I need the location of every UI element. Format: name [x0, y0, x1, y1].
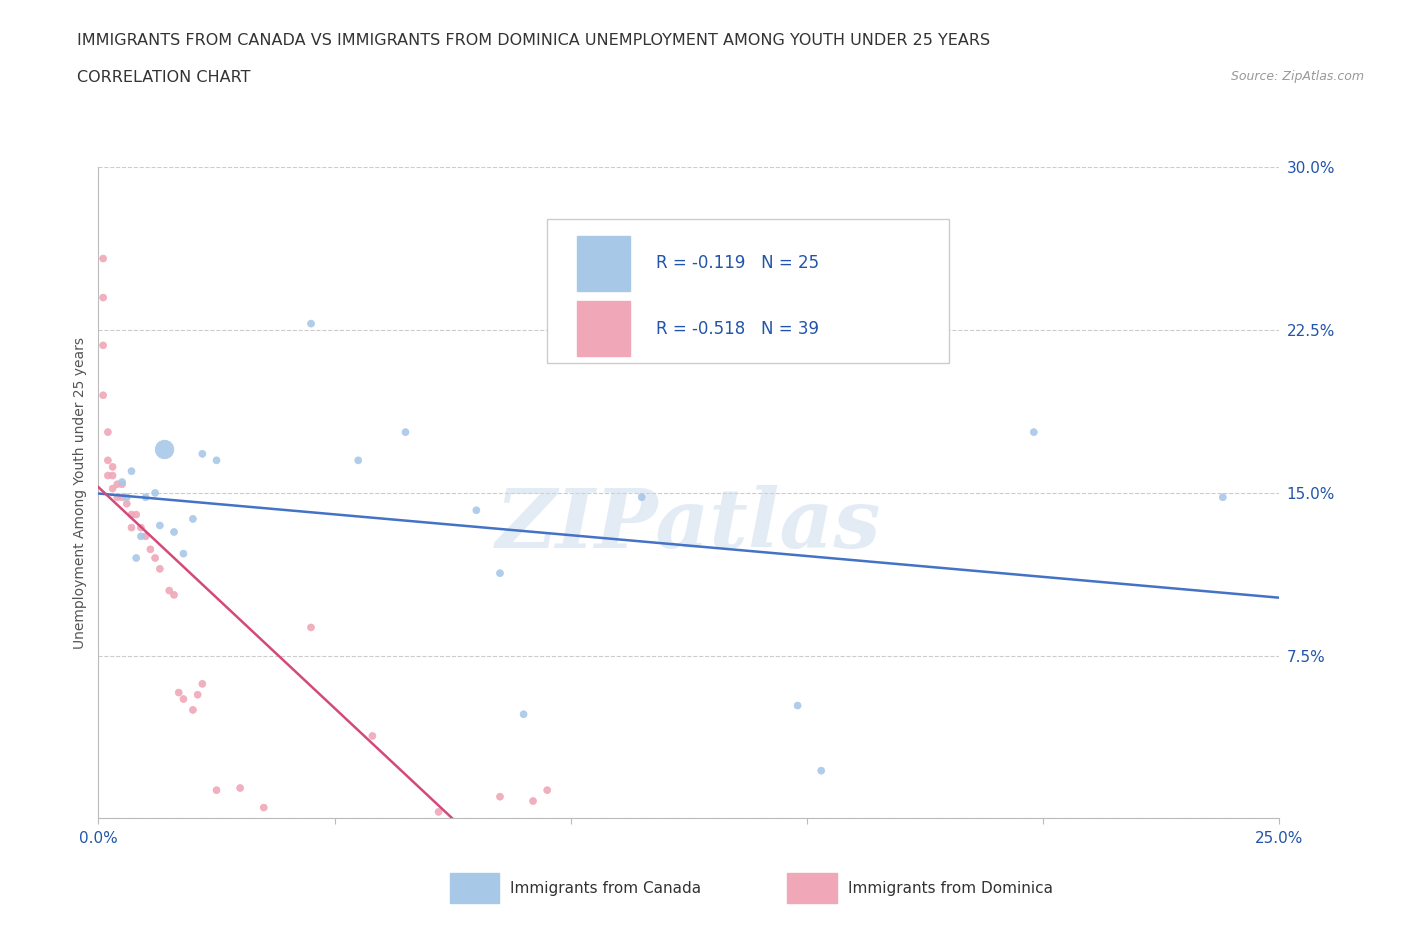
Point: [253, 800, 276, 815]
Point: [347, 453, 370, 468]
Y-axis label: Unemployment Among Youth under 25 years: Unemployment Among Youth under 25 years: [73, 337, 87, 649]
Text: R = -0.119   N = 25: R = -0.119 N = 25: [655, 255, 820, 272]
Point: [427, 804, 450, 819]
Point: [115, 490, 138, 505]
Text: ZIPatlas: ZIPatlas: [496, 485, 882, 565]
Point: [101, 481, 124, 496]
Point: [187, 687, 209, 702]
Bar: [576, 301, 630, 356]
Point: [111, 477, 134, 492]
Point: [299, 620, 322, 635]
Point: [97, 453, 120, 468]
FancyBboxPatch shape: [547, 219, 949, 363]
Text: Immigrants from Dominica: Immigrants from Dominica: [848, 881, 1053, 896]
Point: [157, 583, 180, 598]
Point: [91, 388, 114, 403]
Text: Source: ZipAtlas.com: Source: ZipAtlas.com: [1230, 70, 1364, 83]
Point: [172, 692, 194, 707]
Point: [105, 490, 128, 505]
Point: [172, 546, 194, 561]
Point: [512, 707, 534, 722]
Point: [191, 676, 214, 691]
Point: [191, 446, 214, 461]
Point: [630, 490, 652, 505]
Point: [1212, 490, 1234, 505]
Point: [97, 468, 120, 483]
Point: [91, 338, 114, 352]
Point: [361, 728, 384, 743]
Point: [810, 764, 832, 778]
Point: [786, 698, 808, 713]
Point: [111, 490, 134, 505]
Point: [181, 512, 204, 526]
Bar: [576, 236, 630, 291]
Point: [163, 525, 186, 539]
Point: [135, 490, 157, 505]
Point: [125, 507, 148, 522]
Text: IMMIGRANTS FROM CANADA VS IMMIGRANTS FROM DOMINICA UNEMPLOYMENT AMONG YOUTH UNDE: IMMIGRANTS FROM CANADA VS IMMIGRANTS FRO…: [77, 33, 990, 47]
Point: [205, 783, 228, 798]
Point: [143, 485, 166, 500]
Point: [163, 588, 186, 603]
Point: [135, 529, 157, 544]
Point: [129, 529, 152, 544]
Text: R = -0.518   N = 39: R = -0.518 N = 39: [655, 320, 818, 338]
Point: [489, 790, 512, 804]
Point: [536, 783, 558, 798]
Point: [205, 453, 228, 468]
Point: [181, 702, 204, 717]
Point: [115, 497, 138, 512]
Point: [125, 551, 148, 565]
Point: [139, 542, 162, 557]
Point: [167, 685, 190, 700]
Point: [105, 477, 128, 492]
Point: [121, 464, 143, 479]
Point: [121, 520, 143, 535]
Point: [121, 507, 143, 522]
Point: [97, 425, 120, 440]
Point: [1022, 425, 1045, 440]
Point: [465, 503, 488, 518]
Point: [299, 316, 322, 331]
Point: [129, 520, 152, 535]
Point: [91, 290, 114, 305]
Point: [489, 565, 512, 580]
Point: [101, 459, 124, 474]
Point: [111, 474, 134, 489]
Point: [394, 425, 416, 440]
Point: [149, 562, 172, 577]
Point: [153, 442, 176, 457]
Point: [91, 251, 114, 266]
Point: [229, 780, 252, 795]
Point: [522, 793, 544, 808]
Text: Immigrants from Canada: Immigrants from Canada: [510, 881, 702, 896]
Point: [101, 468, 124, 483]
Point: [143, 551, 166, 565]
Text: CORRELATION CHART: CORRELATION CHART: [77, 70, 250, 85]
Point: [149, 518, 172, 533]
